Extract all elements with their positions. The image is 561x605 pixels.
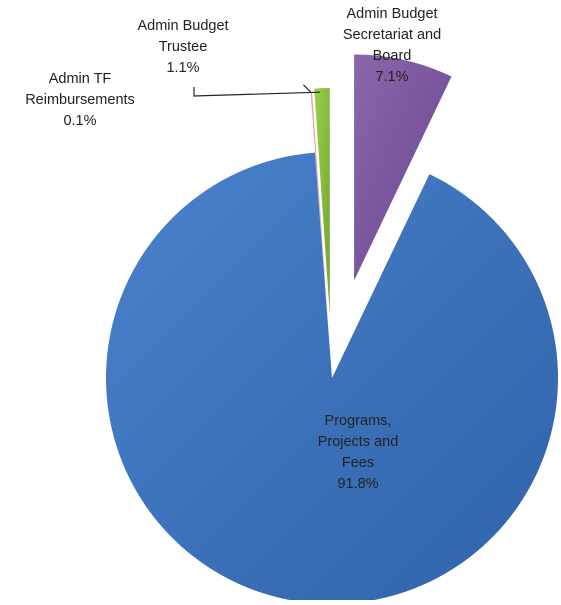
pie-slice-admin-tf-reimbursements — [310, 92, 328, 319]
slice-name-label: Reimbursements — [25, 92, 135, 108]
slice-name-label: Admin Budget — [346, 6, 437, 22]
labels-layer: Admin Budget Secretariat and Board 7.1% Prog… — [25, 6, 441, 492]
slice-label-admin-tf-reimbursements: Admin TF Reimbursements 0.1% — [25, 71, 135, 129]
leader-line-admin-tf-reimbursements — [302, 84, 312, 94]
slice-name-label: Admin Budget — [137, 18, 228, 34]
leader-line-admin-budget-trustee — [193, 87, 321, 97]
slice-value-label: 1.1% — [166, 60, 199, 76]
pie-slice-admin-budget-trustee — [314, 88, 330, 315]
slice-label-programs-projects-fees: Programs, Projects and Fees 91.8% — [318, 413, 399, 492]
slice-name-label: Secretariat and — [343, 27, 441, 43]
slice-label-admin-budget-trustee: Admin Budget Trustee 1.1% — [137, 18, 228, 76]
slice-value-label: 0.1% — [63, 113, 96, 129]
slice-label-admin-budget-secretariat-board: Admin Budget Secretariat and Board 7.1% — [343, 6, 441, 85]
slice-value-label: 7.1% — [375, 69, 408, 85]
pie-slice-programs-projects-fees — [105, 152, 558, 604]
slice-name-label: Projects and — [318, 434, 399, 450]
slice-name-label: Board — [373, 48, 412, 64]
slice-value-label: 91.8% — [337, 476, 378, 492]
slice-name-label: Programs, — [325, 413, 392, 429]
slices-layer — [105, 54, 558, 604]
slice-name-label: Admin TF — [49, 71, 112, 87]
slice-name-label: Fees — [342, 455, 374, 471]
leader-lines — [193, 84, 321, 97]
slice-name-label: Trustee — [159, 39, 208, 55]
pie-slice-admin-budget-secretariat-board — [354, 54, 452, 281]
